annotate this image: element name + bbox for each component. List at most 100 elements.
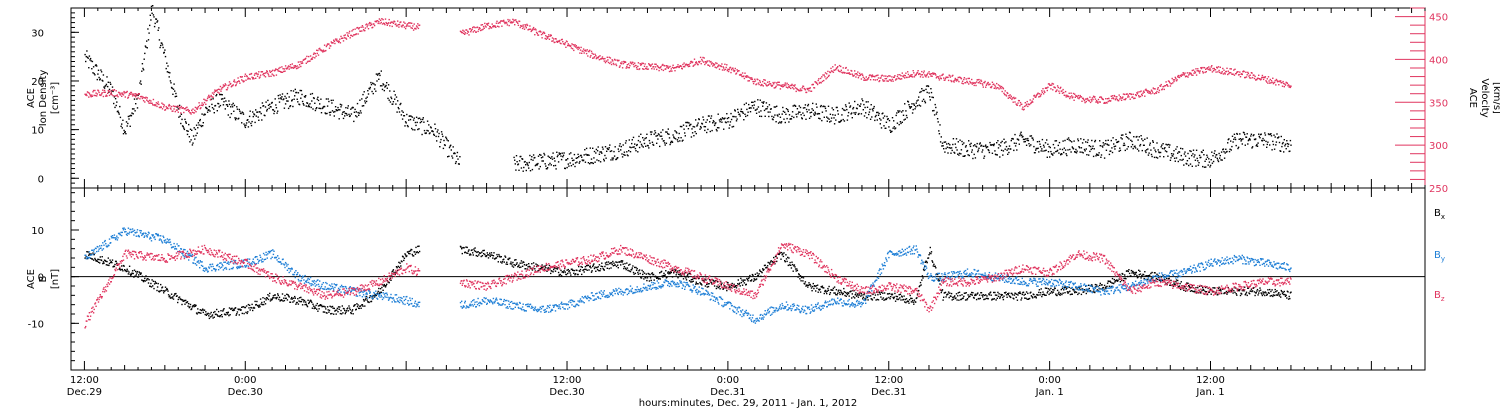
data-point [1226,150,1228,153]
data-point [611,263,613,266]
data-point [252,115,254,118]
data-point [152,104,154,106]
data-point [750,107,752,109]
data-point [1150,89,1153,91]
data-point [726,69,729,72]
data-point [430,127,432,129]
data-point [1122,134,1124,136]
data-point [1170,82,1173,85]
data-point [731,282,733,285]
data-point [410,115,412,117]
data-point [395,96,398,98]
data-point [917,99,919,101]
data-point [1144,95,1146,97]
data-point [315,107,317,110]
data-point [660,131,662,134]
data-point [133,95,136,97]
data-point [241,306,243,308]
data-point [910,74,912,76]
data-point [589,163,591,165]
data-point [761,271,763,274]
data-point [1155,151,1157,153]
data-point [1032,137,1034,139]
data-point [657,66,660,69]
data-point [328,309,331,312]
data-point [573,272,575,274]
data-point [876,111,878,114]
data-point [195,107,198,109]
data-point [1281,143,1284,145]
data-point [89,253,91,255]
data-point [579,160,581,163]
data-point [163,51,165,54]
data-point [270,70,273,73]
data-point [1079,94,1081,97]
data-point [300,65,302,68]
data-point [1222,67,1224,70]
data-point [1034,152,1036,154]
data-point [575,157,577,159]
data-point [326,306,329,308]
data-point [730,118,733,121]
data-point [473,26,475,28]
data-point [397,106,399,109]
data-point [123,265,125,267]
data-point [299,89,301,92]
data-point [398,266,401,269]
data-point [751,78,754,80]
data-point [789,261,791,264]
data-point [599,55,601,57]
data-point [566,41,568,43]
data-point [692,280,694,282]
data-point [927,76,930,78]
data-point [353,120,355,123]
data-point [724,117,726,119]
data-point [169,107,172,109]
data-point [135,270,137,273]
data-point [142,280,145,283]
data-point [642,146,644,148]
data-point [1251,146,1254,148]
data-point [631,142,633,145]
data-point [387,22,390,24]
data-point [975,146,978,148]
data-point [1071,95,1073,97]
data-point [756,272,758,274]
data-point [720,65,722,68]
data-point [533,28,535,31]
data-point [554,164,557,167]
data-point [289,64,292,66]
data-point [709,121,711,123]
data-point [1097,98,1100,101]
data-point [1046,156,1048,158]
data-point [1203,154,1205,156]
data-point [187,130,189,132]
data-point [779,121,781,123]
data-point [1277,80,1279,83]
data-point [868,113,870,116]
data-point [814,111,816,113]
data-point [1129,132,1131,134]
data-point [627,155,629,157]
data-point [551,156,553,158]
data-point [685,279,688,281]
data-point [1248,138,1250,141]
data-point [535,29,537,31]
data-point [415,116,418,118]
data-point [1241,73,1243,76]
data-point [266,108,268,111]
data-point [579,270,581,272]
data-point [266,297,268,300]
data-point [1180,147,1182,150]
data-point [804,107,806,109]
data-point [855,73,858,75]
data-point [96,78,98,81]
data-point [738,283,740,285]
data-point [427,130,429,132]
data-point [208,94,210,97]
data-point [1183,153,1186,155]
data-point [167,105,170,107]
data-point [1077,97,1079,99]
data-point [1042,144,1045,146]
data-point [900,111,903,113]
